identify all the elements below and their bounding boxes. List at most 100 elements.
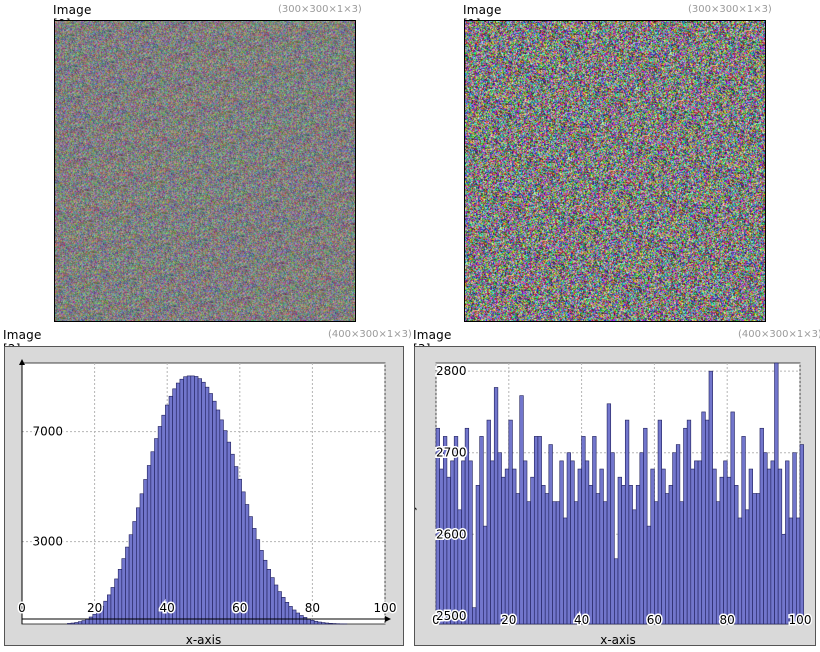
histogram-bar <box>328 623 333 625</box>
histogram-bar <box>150 451 155 625</box>
histogram-bar <box>501 476 506 625</box>
histogram-bar <box>168 395 173 625</box>
histogram-bar <box>577 468 582 625</box>
histogram-bar <box>67 623 72 625</box>
histogram-bar <box>592 436 597 625</box>
histogram-bar <box>223 430 228 625</box>
histogram-bar <box>483 525 488 625</box>
x-tick-label: 60 <box>647 613 662 627</box>
histogram-bar <box>194 376 199 625</box>
histogram-bar <box>705 419 710 625</box>
histogram-bar <box>523 460 528 625</box>
y-tick-label: 2600 <box>436 527 467 541</box>
histogram-bar <box>117 569 123 625</box>
histogram-bar <box>136 507 141 625</box>
histogram-bar <box>139 493 144 625</box>
histogram-bar <box>763 452 768 625</box>
histogram-bar <box>259 550 264 625</box>
histogram-bar <box>635 485 641 625</box>
histogram-bar <box>621 485 626 625</box>
histogram-bar <box>132 521 137 625</box>
histogram-bar <box>125 546 130 625</box>
histogram-bar <box>741 436 746 625</box>
histogram-bar <box>175 382 181 625</box>
histogram-bar <box>785 460 790 625</box>
histogram-bar <box>208 393 213 625</box>
histogram-bar <box>439 468 444 625</box>
histogram-bar <box>606 403 612 625</box>
histogram-bar <box>672 452 677 625</box>
histogram-bar <box>537 436 542 625</box>
histogram-bar <box>610 452 615 625</box>
histogram-bar <box>266 569 271 625</box>
histogram-bar <box>654 501 659 625</box>
histogram-bar <box>215 409 221 625</box>
histogram-bar <box>288 606 293 625</box>
histogram-bar <box>490 460 495 625</box>
histogram-bar <box>317 621 322 625</box>
histogram-bar <box>544 493 550 625</box>
histogram-bar <box>697 460 703 625</box>
x-tick-label: 40 <box>160 601 175 615</box>
histogram-bar <box>734 485 739 625</box>
histogram-bar <box>270 577 275 625</box>
noise-image-0[interactable] <box>54 20 356 322</box>
histogram-bar <box>255 539 261 625</box>
histogram-bar <box>723 460 728 625</box>
histogram-bar <box>179 378 184 625</box>
x-tick-label: 40 <box>574 613 589 627</box>
histogram-bar <box>643 427 648 625</box>
histogram-bar <box>472 607 477 625</box>
histogram-bar <box>646 525 652 625</box>
histogram-bar <box>172 388 177 625</box>
y-tick-label: 7000 <box>32 425 63 439</box>
image-dims-2: (400×300×1×3) <box>328 329 412 340</box>
histogram-bar <box>263 559 268 625</box>
y-tick-label: 2700 <box>436 446 467 460</box>
histogram-bar <box>730 411 735 625</box>
x-tick-label: 80 <box>720 613 735 627</box>
histogram-bar <box>552 501 557 625</box>
histogram-bar <box>595 493 601 625</box>
histogram-bar <box>759 427 764 625</box>
histogram-bar <box>154 438 159 625</box>
histogram-bar <box>226 441 232 625</box>
histogram-bar <box>508 419 513 625</box>
x-tick-label: 100 <box>374 601 397 615</box>
histogram-bar <box>504 468 510 625</box>
histogram-bar <box>679 501 684 625</box>
histogram-bar <box>745 509 750 625</box>
histogram-frame-3[interactable]: 0 20 40 60 80 100 2500 2600 2700 2800 x-axis y-axis <box>403 346 816 647</box>
histogram-bar <box>639 452 644 625</box>
histogram-bar <box>515 493 521 625</box>
histogram-bar <box>103 600 108 625</box>
histogram-bar <box>321 622 326 625</box>
image-dims-3: (400×300×1×3) <box>738 329 820 340</box>
histogram-bar <box>708 370 713 625</box>
histogram-bar <box>686 419 692 625</box>
histogram-bar <box>88 616 94 625</box>
image-dims-0: (300×300×1×3) <box>278 4 362 15</box>
histogram-bar <box>690 468 695 625</box>
histogram-bar <box>212 400 217 625</box>
histogram-bar <box>599 468 604 625</box>
histogram-bar <box>726 476 732 625</box>
histogram-bar <box>675 444 681 625</box>
histogram-bar <box>273 584 279 625</box>
histogram-bar <box>74 622 79 625</box>
histogram-bar <box>128 534 134 625</box>
histogram-bar <box>114 578 119 625</box>
x-tick-label: 20 <box>501 613 516 627</box>
histogram-bar <box>248 516 253 625</box>
x-axis-label: x-axis <box>600 633 635 645</box>
histogram-bar <box>143 479 148 625</box>
histogram-bar <box>461 460 466 625</box>
noise-image-1[interactable] <box>464 20 766 322</box>
histogram-bar <box>284 601 290 625</box>
x-tick-label: 100 <box>789 613 812 627</box>
histogram-bar <box>313 620 319 625</box>
histogram-bar <box>81 620 86 625</box>
histogram-bar <box>766 468 772 625</box>
